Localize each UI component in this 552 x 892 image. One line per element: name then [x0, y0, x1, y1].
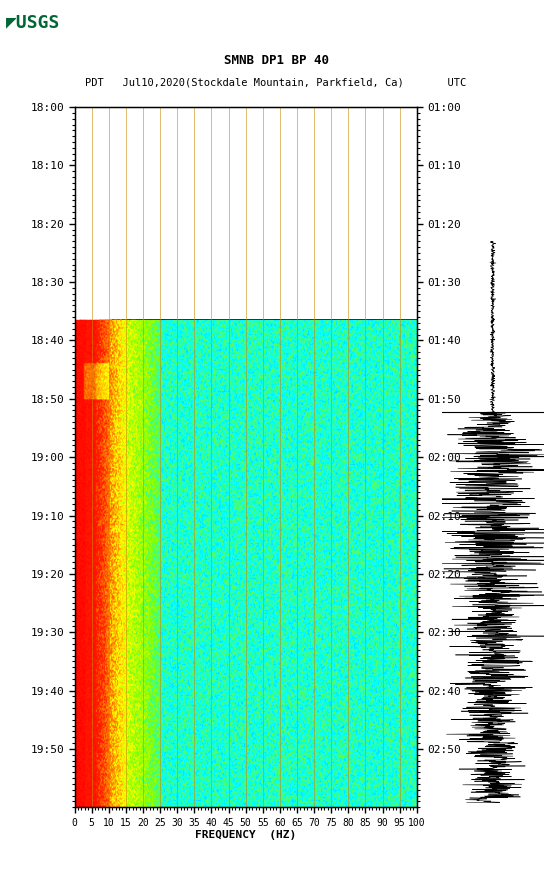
Text: SMNB DP1 BP 40: SMNB DP1 BP 40 — [224, 54, 328, 67]
Text: PDT   Jul10,2020(Stockdale Mountain, Parkfield, Ca)       UTC: PDT Jul10,2020(Stockdale Mountain, Parkf… — [86, 78, 466, 87]
X-axis label: FREQUENCY  (HZ): FREQUENCY (HZ) — [195, 830, 296, 840]
Text: ◤USGS: ◤USGS — [6, 13, 60, 31]
